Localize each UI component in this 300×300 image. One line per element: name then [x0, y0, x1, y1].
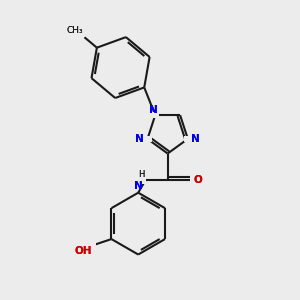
- Bar: [190, 177, 196, 183]
- Text: OH: OH: [75, 246, 92, 256]
- Text: CH₃: CH₃: [66, 26, 83, 35]
- Bar: [184, 136, 192, 142]
- Bar: [138, 176, 146, 184]
- Text: N: N: [191, 134, 200, 144]
- Text: N: N: [191, 134, 200, 144]
- Text: N: N: [134, 181, 143, 190]
- Text: N: N: [135, 134, 144, 144]
- Text: H: H: [138, 169, 144, 178]
- Bar: [143, 136, 152, 142]
- Text: O: O: [193, 175, 202, 185]
- Text: CH₃: CH₃: [66, 26, 83, 35]
- Text: N: N: [135, 134, 144, 144]
- Bar: [85, 243, 96, 250]
- Text: OH: OH: [75, 246, 92, 256]
- Text: N: N: [149, 105, 158, 115]
- Bar: [151, 112, 159, 119]
- Text: N: N: [134, 181, 143, 190]
- Text: N: N: [149, 105, 158, 115]
- Text: O: O: [193, 175, 202, 185]
- Text: H: H: [138, 169, 144, 178]
